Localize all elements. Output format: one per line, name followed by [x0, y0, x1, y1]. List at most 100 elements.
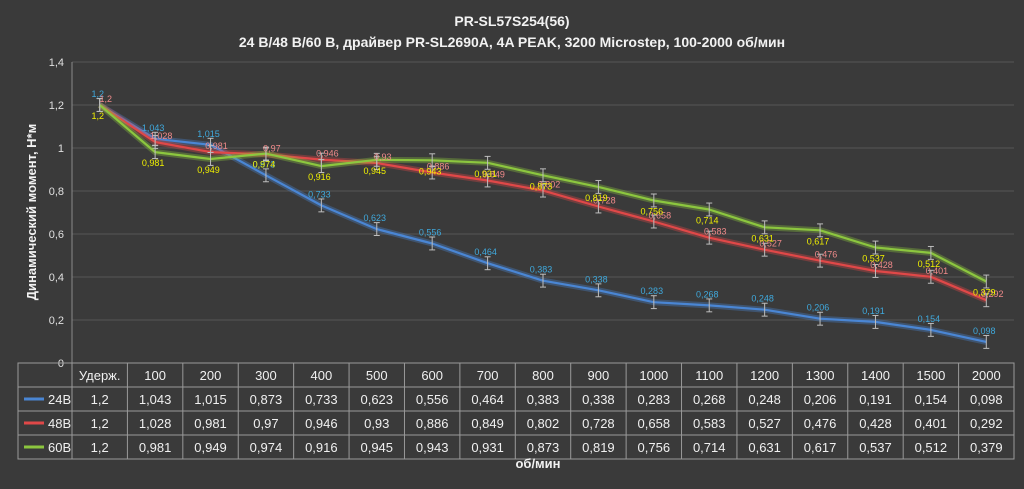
table-cell: 0,97	[253, 416, 278, 431]
table-cell: 1,015	[194, 392, 227, 407]
table-cell: 0,268	[693, 392, 726, 407]
x-tick-label: 400	[311, 368, 333, 383]
table-cell: 0,283	[638, 392, 671, 407]
data-label: 0,617	[807, 236, 830, 246]
x-tick-label: 2000	[972, 368, 1001, 383]
data-label: 0,756	[641, 206, 664, 216]
table-cell: 0,981	[194, 416, 227, 431]
data-label: 0,93	[374, 152, 392, 162]
table-cell: 0,916	[305, 440, 338, 455]
data-label: 0,428	[870, 260, 893, 270]
data-label: 0,401	[926, 266, 949, 276]
y-tick-label: 0,2	[49, 315, 64, 327]
chart-subtitle: 24 В/48 В/60 В, драйвер PR-SL2690A, 4A P…	[239, 34, 785, 50]
table-cell: 0,733	[305, 392, 338, 407]
table-cell: 0,583	[693, 416, 726, 431]
data-label: 0,733	[308, 189, 331, 199]
data-label: 0,873	[253, 159, 276, 169]
y-tick-label: 0	[58, 358, 64, 370]
table-cell: 0,631	[748, 440, 781, 455]
data-label: 0,206	[807, 303, 830, 313]
data-label: 0,476	[815, 250, 838, 260]
data-label: 0,974	[253, 160, 276, 170]
data-label: 0,379	[973, 288, 996, 298]
x-tick-label: 500	[366, 368, 388, 383]
data-label: 0,714	[696, 215, 719, 225]
table-cell: 0,981	[139, 440, 172, 455]
table-cell: 0,949	[194, 440, 227, 455]
table-cell: 0,428	[859, 416, 892, 431]
table-cell: 0,206	[804, 392, 837, 407]
data-label: 0,945	[363, 166, 386, 176]
table-cell: 0,464	[471, 392, 504, 407]
table-cell: 0,943	[416, 440, 449, 455]
data-label: 0,292	[981, 289, 1004, 299]
y-axis-ticks: 0 0,2 0,4 0,6 0,8 1 1,2 1,4	[49, 57, 64, 370]
table-cell: 0,93	[364, 416, 389, 431]
data-label: 0,383	[530, 265, 553, 275]
table-cell: 0,248	[748, 392, 781, 407]
data-label: 1,015	[197, 129, 220, 139]
x-tick-label: 1100	[695, 368, 723, 383]
x-tick-label: 300	[255, 368, 277, 383]
table-cell: 0,886	[416, 416, 449, 431]
table-cell: 1,2	[91, 392, 109, 407]
data-label: 0,248	[751, 294, 774, 304]
table-cell: 0,623	[360, 392, 393, 407]
x-tick-label: 1200	[750, 368, 779, 383]
table-cell: 0,756	[638, 440, 671, 455]
data-label: 0,946	[316, 149, 339, 159]
data-labels: 1,2 1,043 1,015 0,873 0,733 0,623 0,556 0,464 0,…	[91, 89, 1003, 336]
data-label: 0,728	[593, 195, 616, 205]
data-label: 0,154	[918, 314, 941, 324]
table-cell: 0,537	[859, 440, 892, 455]
data-label: 0,949	[197, 165, 220, 175]
data-label: 0,283	[641, 286, 664, 296]
table-cell: 1,043	[139, 392, 172, 407]
x-tick-label: 700	[477, 368, 499, 383]
y-tick-label: 0,4	[49, 272, 64, 284]
data-label: 1,028	[150, 131, 173, 141]
data-label: 0,268	[696, 289, 719, 299]
data-label: 0,943	[419, 166, 442, 176]
table-cell: 1,2	[91, 440, 109, 455]
table-cell: 0,401	[915, 416, 948, 431]
y-tick-label: 0,6	[49, 229, 64, 241]
x-axis-label: об/мин	[515, 456, 560, 471]
table-cell: 0,819	[582, 440, 615, 455]
table-cell: 1,028	[139, 416, 172, 431]
table-cell: 0,802	[527, 416, 560, 431]
x-tick-label: 1400	[861, 368, 890, 383]
legend-label: 60В	[48, 440, 71, 455]
data-label: 0,583	[704, 227, 727, 237]
data-label: 0,916	[308, 172, 331, 182]
table-cell: 0,527	[748, 416, 781, 431]
table-cell: 0,383	[527, 392, 560, 407]
data-label: 1,2	[99, 94, 112, 104]
data-label: 1,043	[142, 123, 165, 133]
table-cell: 0,191	[859, 392, 892, 407]
table-cell: 0,379	[970, 440, 1003, 455]
data-label: 0,191	[862, 306, 885, 316]
table-cell: 0,849	[471, 416, 504, 431]
table-cell: 0,873	[250, 392, 283, 407]
series-lines	[96, 98, 990, 349]
table-cell: 0,617	[804, 440, 837, 455]
data-label: 0,623	[363, 213, 386, 223]
data-label: 0,981	[142, 158, 165, 168]
data-label: 1,2	[91, 111, 104, 121]
chart-title: PR-SL57S254(56)	[454, 13, 569, 29]
table-cell: 0,946	[305, 416, 338, 431]
y-tick-label: 1	[58, 143, 64, 155]
y-tick-label: 1,4	[49, 57, 64, 69]
table-cell: 0,556	[416, 392, 449, 407]
table-cell: 0,945	[360, 440, 393, 455]
table-cell: 0,714	[693, 440, 726, 455]
data-label: 1,2	[91, 89, 104, 99]
table-cell: 0,338	[582, 392, 615, 407]
y-axis-label: Динамический момент, Н*м	[24, 124, 39, 300]
table-cell: 0,292	[970, 416, 1003, 431]
y-tick-label: 0,8	[49, 186, 64, 198]
table-cell: 0,974	[250, 440, 283, 455]
